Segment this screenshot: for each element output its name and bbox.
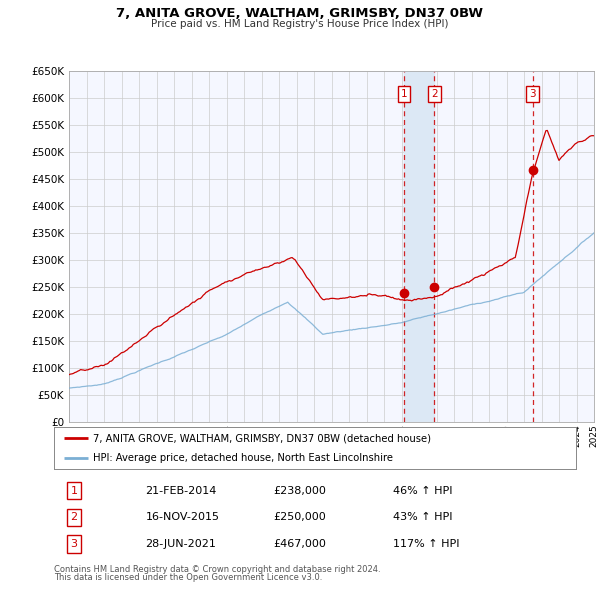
Text: 28-JUN-2021: 28-JUN-2021	[145, 539, 216, 549]
Text: This data is licensed under the Open Government Licence v3.0.: This data is licensed under the Open Gov…	[54, 573, 322, 582]
Bar	[404, 71, 434, 422]
Text: 1: 1	[400, 88, 407, 99]
Text: 117% ↑ HPI: 117% ↑ HPI	[394, 539, 460, 549]
Text: 2: 2	[431, 88, 438, 99]
Text: Price paid vs. HM Land Registry's House Price Index (HPI): Price paid vs. HM Land Registry's House …	[151, 19, 449, 29]
Text: 16-NOV-2015: 16-NOV-2015	[145, 513, 220, 522]
Text: £250,000: £250,000	[273, 513, 326, 522]
Text: HPI: Average price, detached house, North East Lincolnshire: HPI: Average price, detached house, Nort…	[93, 453, 393, 463]
Text: 2: 2	[70, 513, 77, 522]
Text: £238,000: £238,000	[273, 486, 326, 496]
Text: 7, ANITA GROVE, WALTHAM, GRIMSBY, DN37 0BW (detached house): 7, ANITA GROVE, WALTHAM, GRIMSBY, DN37 0…	[93, 433, 431, 443]
Text: 1: 1	[70, 486, 77, 496]
Text: 43% ↑ HPI: 43% ↑ HPI	[394, 513, 453, 522]
Text: 3: 3	[70, 539, 77, 549]
Text: 7, ANITA GROVE, WALTHAM, GRIMSBY, DN37 0BW: 7, ANITA GROVE, WALTHAM, GRIMSBY, DN37 0…	[116, 7, 484, 20]
Text: 3: 3	[529, 88, 536, 99]
Text: £467,000: £467,000	[273, 539, 326, 549]
Text: Contains HM Land Registry data © Crown copyright and database right 2024.: Contains HM Land Registry data © Crown c…	[54, 565, 380, 574]
Text: 46% ↑ HPI: 46% ↑ HPI	[394, 486, 453, 496]
Text: 21-FEB-2014: 21-FEB-2014	[145, 486, 217, 496]
